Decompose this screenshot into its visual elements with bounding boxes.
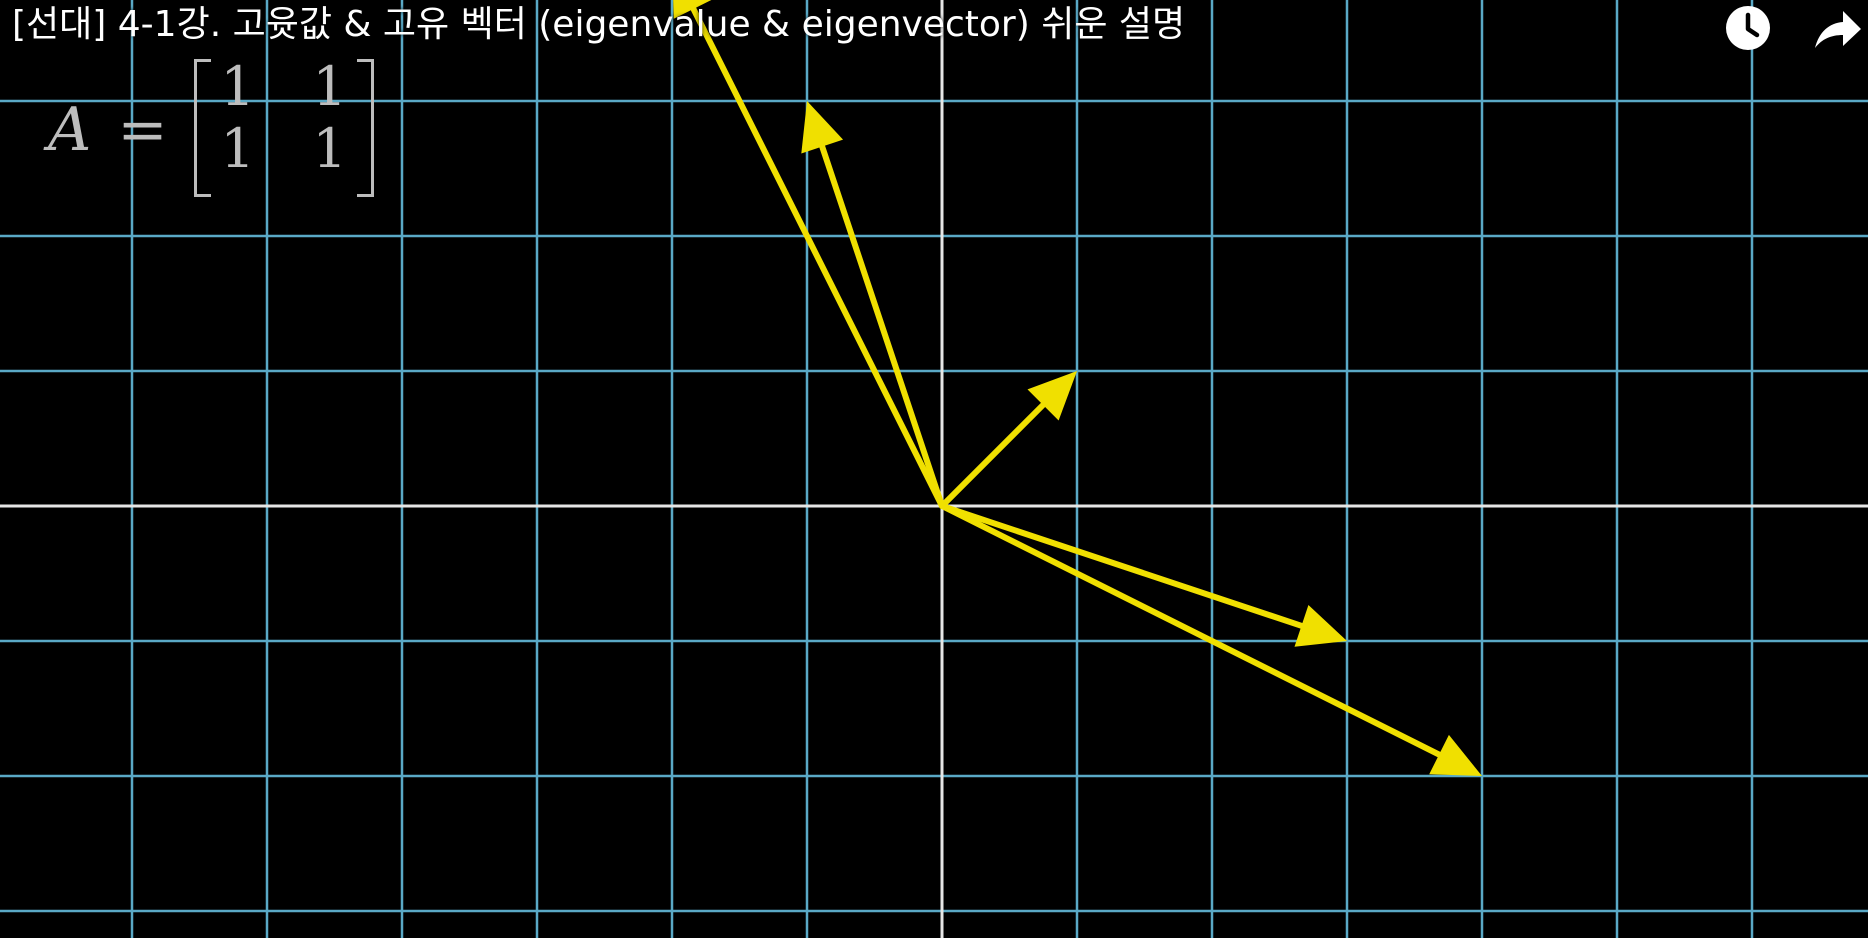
matrix-entry: 1 [312,117,347,180]
matrix-entry: 1 [220,55,255,118]
vector-shaft [939,503,1443,758]
vector-a [939,371,1077,509]
matrix-right-bracket [356,59,374,197]
vector-b [801,101,945,509]
vector-shaft [939,503,1305,629]
vector-shaft [690,5,945,509]
matrix-variable: A [48,95,92,165]
watch-later-button[interactable] [1722,4,1774,52]
matrix-left-bracket [193,59,211,197]
share-arrow-icon [1815,11,1861,48]
vector-arrowhead [801,101,844,154]
vector-arrowhead [1027,371,1077,421]
vector-group [673,0,1482,776]
vector-shaft [939,401,1047,509]
vector-arrowhead [673,0,712,19]
matrix-definition: A = 1 1 1 1 [48,55,374,201]
vector-arrowhead [1294,604,1347,647]
vector-d [673,0,945,509]
vector-e [939,503,1482,776]
clock-icon [1726,6,1770,50]
matrix-entry: 1 [220,117,255,180]
vector-arrowhead [1429,734,1482,776]
vector-shaft [819,143,945,509]
equals-sign: = [117,95,168,165]
matrix: 1 1 1 1 [193,55,374,201]
video-title: [선대] 4-1강. 고윳값 & 고유 벡터 (eigenvalue & eig… [12,4,1186,45]
vector-c [939,503,1347,647]
share-button[interactable] [1811,4,1863,52]
matrix-entry: 1 [312,55,347,118]
